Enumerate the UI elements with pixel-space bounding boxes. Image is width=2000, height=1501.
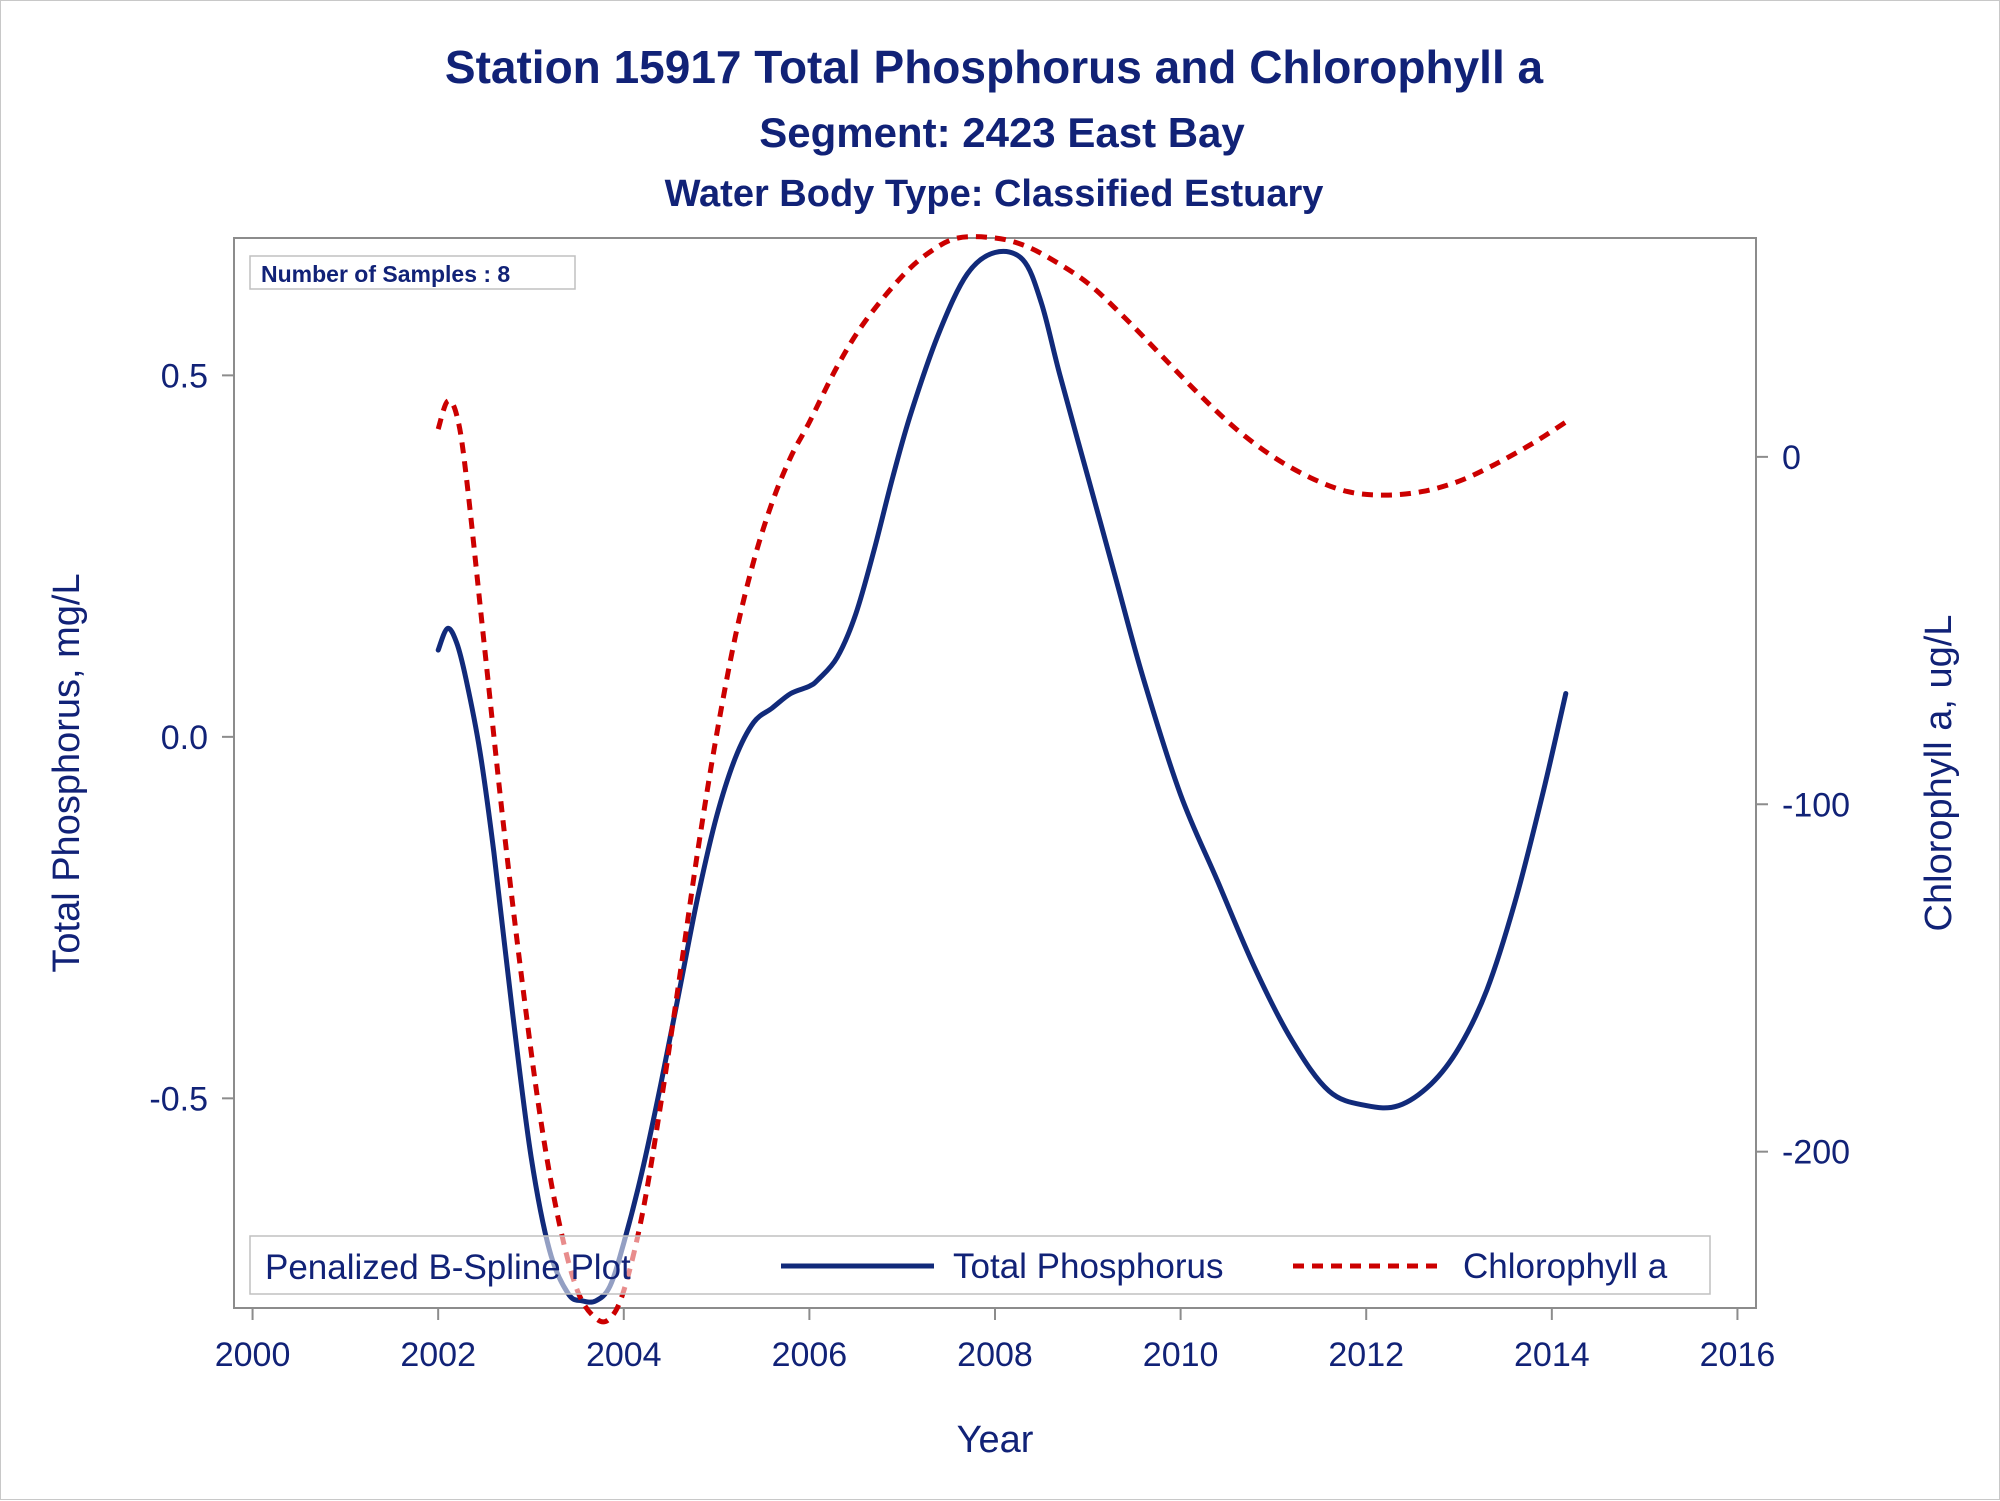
legend-label-total-phosphorus: Total Phosphorus	[953, 1247, 1223, 1286]
samples-inset-box	[249, 255, 576, 290]
legend: Penalized B-Spline Plot Total Phosphorus…	[249, 1235, 1711, 1295]
legend-title: Penalized B-Spline Plot	[265, 1248, 631, 1287]
x-tick-label: 2010	[1143, 1336, 1219, 1374]
x-tick-label: 2008	[957, 1336, 1033, 1374]
x-tick-label: 2004	[586, 1336, 662, 1374]
y2-tick-label: -200	[1782, 1134, 1850, 1172]
x-tick-label: 2016	[1700, 1336, 1776, 1374]
x-tick-label: 2006	[772, 1336, 848, 1374]
x-axis-label: Year	[957, 1419, 1034, 1461]
legend-box	[249, 1235, 1711, 1295]
chart-subtitle-segment: Segment: 2423 East Bay	[759, 109, 1245, 156]
chart-title: Station 15917 Total Phosphorus and Chlor…	[445, 41, 1544, 93]
x-tick-label: 2002	[400, 1336, 476, 1374]
y2-tick-label: -100	[1782, 786, 1850, 824]
y2-tick-label: 0	[1782, 439, 1801, 477]
y-axis-right-label: Chlorophyll a, ug/L	[1918, 615, 1960, 932]
legend-label-chlorophyll-a: Chlorophyll a	[1463, 1247, 1668, 1286]
chart-subtitle-waterbody: Water Body Type: Classified Estuary	[665, 173, 1324, 215]
x-tick-label: 2014	[1514, 1336, 1590, 1374]
y-tick-label: -0.5	[149, 1080, 208, 1118]
x-axis: 2000 2002 2004 2006 2008 2010 2012 2014 2016	[215, 1308, 1776, 1374]
series-line-total-phosphorus	[435, 248, 1569, 1305]
x-tick-label: 2000	[215, 1336, 291, 1374]
series-line-chlorophyll-a	[435, 234, 1568, 1325]
y-axis-left-label: Total Phosphorus, mg/L	[46, 573, 88, 972]
x-tick-label: 2012	[1328, 1336, 1404, 1374]
y-axis-left: 0.5 0.0 -0.5	[149, 357, 234, 1118]
y-tick-label: 0.0	[161, 719, 208, 757]
y-axis-right: 0 -100 -200	[1756, 439, 1850, 1172]
samples-inset-label: Number of Samples : 8	[261, 261, 510, 287]
y-tick-label: 0.5	[161, 357, 208, 395]
plot-area	[233, 237, 1757, 1309]
